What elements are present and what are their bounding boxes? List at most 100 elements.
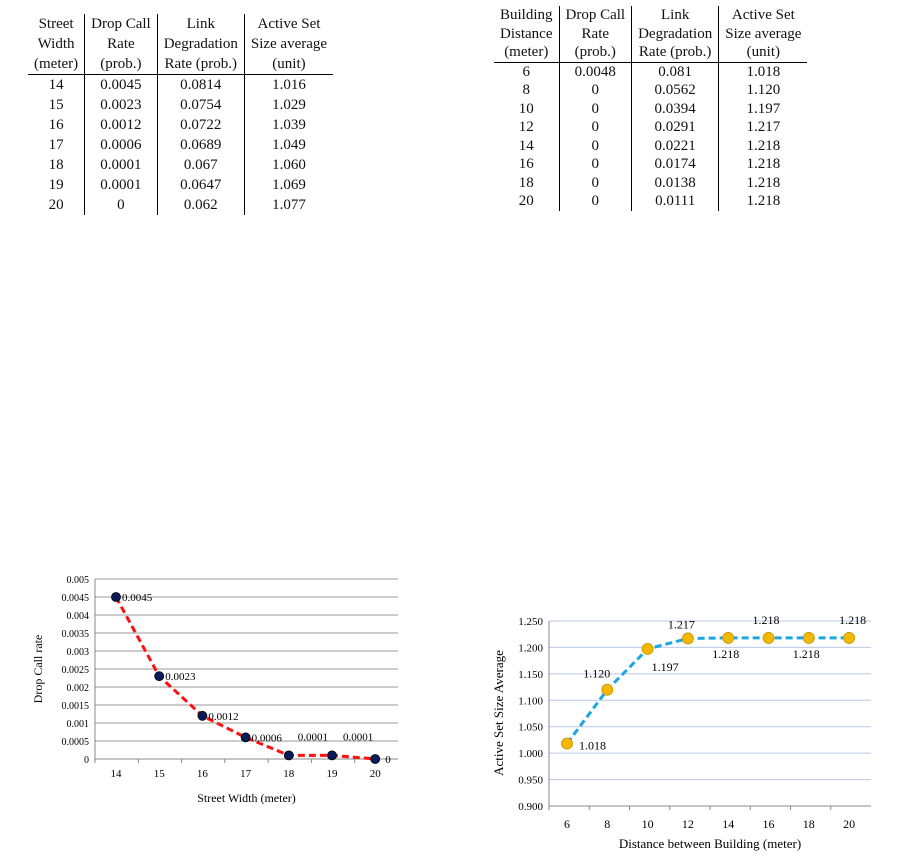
column-header: Active Set Size average (unit) <box>243 14 334 75</box>
table-cell: 0.0023 <box>84 95 158 115</box>
table-row: 14 0.0045 0.0814 1.016 <box>28 74 334 95</box>
table-cell: 0 <box>558 118 632 137</box>
table-cell: 8 <box>522 82 531 98</box>
x-tick-label: 14 <box>111 768 123 780</box>
x-tick-label: 20 <box>370 768 382 780</box>
y-tick-label: 1.100 <box>518 695 543 707</box>
data-point <box>283 750 294 761</box>
table-row: 12 0 0.0291 1.217 <box>494 118 808 137</box>
data-label: 1.218 <box>753 613 780 627</box>
data-point <box>240 732 251 743</box>
table-cell: 1.218 <box>718 136 808 155</box>
header-line: (meter) <box>34 56 79 72</box>
table-cell: 0.0048 <box>558 62 632 81</box>
data-point <box>111 592 121 602</box>
table-cell: 0.081 <box>631 62 719 81</box>
x-tick-label: 14 <box>722 817 734 831</box>
data-point <box>641 643 654 655</box>
table-cell: 0.0814 <box>156 74 245 95</box>
table-body: 14 0.0045 0.0814 1.016 15 0.0023 0.0754 1.029 16… <box>28 74 334 215</box>
header-line: (prob.) <box>100 56 142 72</box>
y-tick-label: 0.005 <box>67 575 90 586</box>
table-row: 19 0.0001 0.0647 1.069 <box>28 175 334 195</box>
data-label: 0.0023 <box>165 671 196 683</box>
data-point <box>682 632 694 645</box>
x-tick-label: 16 <box>197 768 209 780</box>
column-header: Active Set Size average (unit) <box>718 6 808 63</box>
table-body: 6 0.0048 0.081 1.018 8 0 0.0562 1.120 10 0 0.0394 1… <box>494 62 808 211</box>
table-cell: 0.0722 <box>156 115 245 135</box>
header-line: Degradation <box>163 36 238 52</box>
header-line: Width <box>37 36 75 52</box>
header-line: Rate (prob.) <box>638 44 712 60</box>
table-cell: 0 <box>558 155 632 174</box>
table-row: 17 0.0006 0.0689 1.049 <box>28 135 334 155</box>
data-label: 1.218 <box>712 647 739 661</box>
table-cell: 20 <box>48 197 64 213</box>
data-point <box>802 632 815 644</box>
y-tick-label: 1.050 <box>518 722 543 734</box>
y-tick-label: 0.900 <box>518 801 543 813</box>
table-row: 8 0 0.0562 1.120 <box>494 81 808 100</box>
x-tick-label: 18 <box>283 768 295 780</box>
table-cell: 0.0138 <box>631 173 719 192</box>
table-cell: 16 <box>48 117 64 133</box>
header-line: Active Set <box>257 16 321 32</box>
x-tick-label: 8 <box>604 817 610 831</box>
table-cell: 18 <box>48 157 64 173</box>
table-row: 18 0.0001 0.067 1.060 <box>28 155 334 175</box>
header-line: Active Set <box>731 7 795 23</box>
header-line: Size average <box>725 25 802 42</box>
y-tick-label: 0.002 <box>67 683 90 694</box>
table-cell: 0.0562 <box>631 81 719 100</box>
table-cell: 0.0291 <box>631 118 719 137</box>
table-row: 15 0.0023 0.0754 1.029 <box>28 95 334 115</box>
x-tick-label: 18 <box>803 817 815 831</box>
y-tick-label: 0.0045 <box>62 593 90 604</box>
table-cell: 1.217 <box>718 118 808 137</box>
header-line: Link <box>186 16 215 32</box>
table-row: 20 0 0.062 1.077 <box>28 195 334 215</box>
y-tick-label: 0.0025 <box>62 665 90 676</box>
table-cell: 1.060 <box>243 155 334 175</box>
x-tick-label: 20 <box>843 817 855 831</box>
data-point <box>370 754 381 764</box>
table-cell: 1.018 <box>718 62 808 81</box>
x-tick-label: 15 <box>154 768 166 780</box>
data-label: 1.217 <box>668 617 695 631</box>
table-cell: 0.0001 <box>84 155 158 175</box>
data-label: 0 <box>385 754 391 766</box>
data-point <box>327 750 337 761</box>
header-line: Rate <box>581 25 610 42</box>
table-cell: 14 <box>518 137 534 154</box>
series-line <box>565 636 850 745</box>
table-cell: 1.197 <box>718 99 808 118</box>
y-tick-label: 1.200 <box>518 642 543 654</box>
header-row: Street Width (meter) Drop Call Rate (prob.) Li… <box>28 14 334 75</box>
y-tick-label: 0 <box>84 755 89 766</box>
table-cell: 18 <box>518 174 534 191</box>
table-cell: 1.069 <box>243 175 334 195</box>
data-point <box>843 632 855 644</box>
table-cell: 0.0174 <box>631 155 719 174</box>
header-line: (unit) <box>272 56 306 72</box>
table-cell: 0 <box>558 99 632 118</box>
table-cell: 0.0006 <box>84 135 158 155</box>
data-label: 1.197 <box>652 660 679 674</box>
data-point <box>561 737 573 750</box>
table-cell: 0.0689 <box>156 135 245 155</box>
table-cell: 1.120 <box>718 81 808 100</box>
table-cell: 0.0001 <box>84 175 158 195</box>
column-header: Drop Call Rate (prob.) <box>558 6 632 63</box>
header-line: Link <box>660 7 690 23</box>
building-distance-table: Building Distance (meter) Drop Call Rate (pro… <box>494 6 808 211</box>
table-cell: 19 <box>48 177 64 193</box>
table-cell: 1.218 <box>718 173 808 192</box>
table-cell: 12 <box>518 119 534 135</box>
data-point <box>154 671 165 682</box>
header-line: Rate (prob.) <box>164 56 238 72</box>
table-cell: 0.062 <box>156 195 245 215</box>
x-tick-label: 10 <box>642 817 654 831</box>
header-line: Drop Call <box>565 7 626 23</box>
y-axis-title: Active Set Size Average <box>491 650 506 776</box>
